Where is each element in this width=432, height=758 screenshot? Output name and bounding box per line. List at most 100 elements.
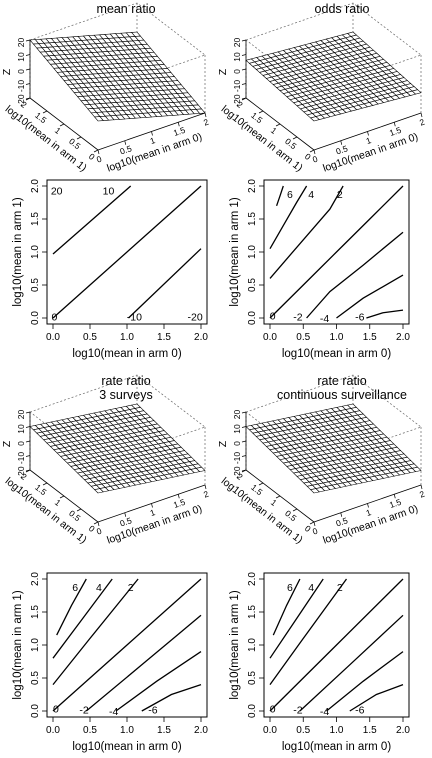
y-tick-label: 0.5 (30, 671, 41, 685)
z-tick (25, 440, 31, 443)
contour-level-label: -4 (320, 706, 329, 718)
y-tick-label: 2.0 (247, 572, 258, 586)
contour-level-label: -6 (355, 705, 364, 717)
z-tick (25, 39, 31, 42)
x-tick (204, 484, 207, 490)
x-tick (340, 140, 343, 145)
y-tick-label: 2 (235, 99, 245, 110)
plot-title: rate ratio (317, 374, 366, 388)
contour-level-label: -2 (293, 705, 302, 717)
contour-line (85, 614, 202, 712)
contour-plot-2: 0.0 0.5 1.0 1.5 2.0 log10(mean in arm 0) 0.0 0.… (12, 179, 208, 360)
y-tick-label: 1.5 (247, 212, 258, 226)
surface-cell (195, 108, 206, 114)
y-axis-label: log10(mean in arm 1) (12, 197, 24, 306)
y-tick (93, 149, 99, 153)
z-axis-label: Z (1, 440, 13, 447)
y-tick (93, 521, 99, 525)
z-tick-label: 0 (16, 441, 26, 446)
z-tick (241, 426, 247, 428)
contour-line (299, 614, 404, 712)
x-tick (367, 503, 369, 508)
y-tick-label: 0 (87, 523, 97, 534)
x-tick (177, 122, 180, 127)
x-tick-label: 1 (365, 507, 373, 518)
contour-line (336, 274, 404, 319)
contour-line (52, 185, 202, 319)
y-axis-label: log10(mean in arm 1) (229, 197, 241, 306)
z-tick (25, 455, 31, 457)
y-tick-label: 1 (53, 497, 63, 508)
contour-line (326, 651, 404, 712)
contour-plot-7: 0.0 0.5 1.0 1.5 2.0 log10(mean in arm 0) 0.0 0.… (229, 572, 410, 753)
contour-line (269, 578, 348, 685)
y-tick (258, 110, 264, 114)
y-tick-label: 1.0 (30, 245, 41, 259)
y-tick-label: 1 (269, 497, 279, 508)
x-axis-label: log10(mean in arm 0) (72, 348, 181, 360)
x-tick (97, 521, 100, 527)
y-tick-label: 0 (303, 151, 313, 162)
y-tick-label: 1.0 (247, 638, 258, 652)
y-tick (292, 136, 298, 140)
z-tick (25, 83, 31, 85)
x-tick (177, 494, 180, 499)
y-tick-label: 2.0 (30, 179, 41, 193)
contour-level-label: 4 (96, 582, 102, 594)
z-tick-label: -20 (232, 94, 242, 107)
z-tick-label: -10 (16, 80, 26, 93)
z-tick (241, 455, 247, 457)
z-tick-label: 20 (232, 38, 242, 48)
contour-line (306, 231, 404, 319)
x-tick-label: 0.0 (263, 725, 277, 736)
x-tick-label: 0 (95, 154, 103, 165)
z-tick-label: -10 (232, 452, 242, 465)
y-tick-label: 1.0 (30, 638, 41, 652)
y-tick-label: 2 (19, 471, 29, 482)
z-axis-label: Z (1, 68, 13, 75)
z-tick (241, 440, 247, 443)
contour-line (272, 578, 301, 636)
contour-plot-3: 0.0 0.5 1.0 1.5 2.0 log10(mean in arm 0) 0.0 0.… (229, 179, 410, 360)
x-tick-label: 1.0 (330, 332, 344, 343)
z-tick (241, 68, 247, 71)
z-tick-label: -10 (232, 80, 242, 93)
z-tick (25, 411, 31, 414)
y-tick-label: 0 (87, 151, 97, 162)
y-tick (258, 482, 264, 486)
contour-line (366, 309, 404, 319)
contour-level-label: 0 (270, 310, 276, 322)
contour-level-label: 2 (337, 582, 343, 594)
z-tick (25, 54, 31, 56)
y-tick-label: 1.5 (30, 605, 41, 619)
z-tick-label: -10 (16, 452, 26, 465)
contour-level-label: 20 (51, 186, 63, 198)
x-tick-label: 0.5 (296, 332, 310, 343)
z-tick (241, 54, 247, 56)
z-tick (241, 83, 247, 85)
x-tick (124, 512, 127, 517)
y-tick-label: 0.0 (247, 704, 258, 718)
x-tick-label: 1.0 (120, 332, 134, 343)
contour-plot-6: 0.0 0.5 1.0 1.5 2.0 log10(mean in arm 0) 0.0 0.… (12, 572, 208, 753)
x-tick-label: 0.5 (83, 725, 97, 736)
x-tick (340, 512, 343, 517)
y-axis-label: log10(mean in arm 1) (229, 590, 241, 699)
surface-cell (411, 466, 422, 472)
y-tick-label: 2 (19, 99, 29, 110)
surface-cell (195, 466, 206, 472)
x-tick-label: 2.0 (194, 725, 208, 736)
x-tick-label: 2 (418, 489, 426, 500)
x-tick-label: 1.5 (363, 332, 377, 343)
z-tick (25, 426, 31, 428)
x-tick-label: 2 (202, 489, 210, 500)
contour-line (56, 578, 87, 636)
y-tick (59, 495, 65, 499)
z-tick-label: 10 (232, 52, 242, 62)
x-tick-label: 1.5 (363, 725, 377, 736)
y-tick (309, 149, 315, 153)
y-tick (42, 482, 48, 486)
x-tick-label: 1.5 (157, 725, 171, 736)
x-tick-label: 0.5 (296, 725, 310, 736)
x-axis-label: log10(mean in arm 0) (72, 741, 181, 753)
